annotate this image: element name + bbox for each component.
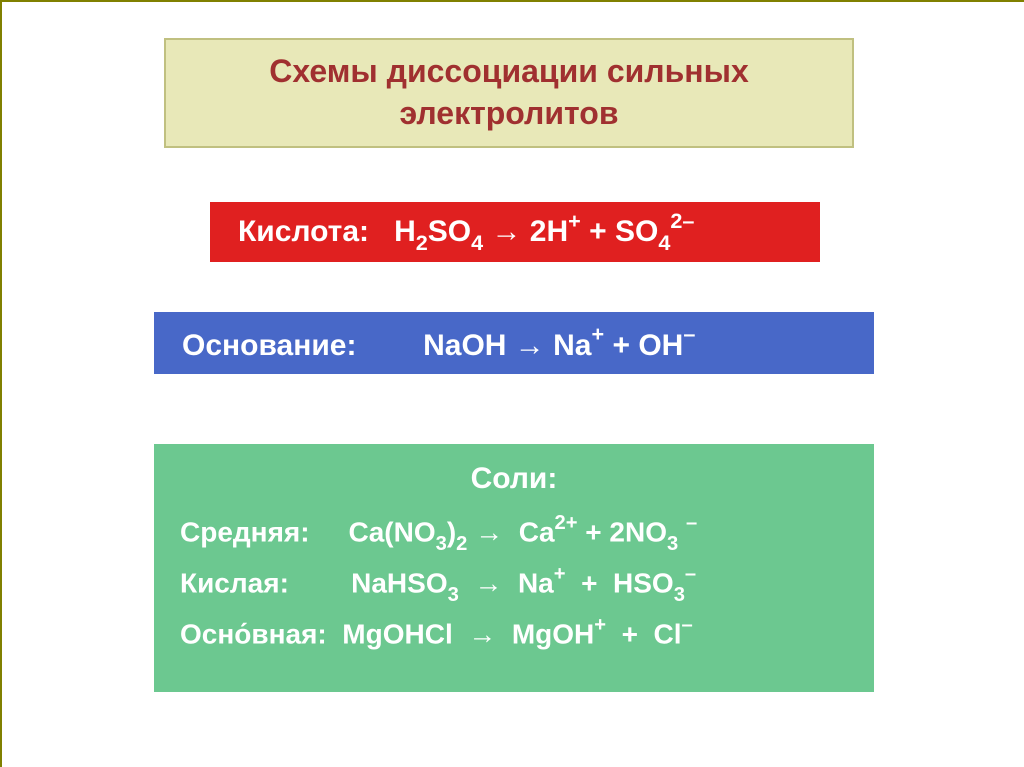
- salt-row-medium: Средняя: Ca(NO3)2 → Ca2+ + 2NO3 –: [180, 508, 848, 559]
- acid-formula: Кислота: H2SO4 → 2H+ + SO42–: [238, 210, 694, 254]
- acid-label: Кислота:: [238, 215, 369, 248]
- base-panel: Основание: NaOH → Na+ + OH–: [154, 312, 874, 374]
- salt-row-acidic: Кислая: NaHSO3 → Na+ + HSO3–: [180, 559, 848, 610]
- salt-row-basic: Осно́вная: MgOHCl → MgOH+ + Cl–: [180, 610, 848, 658]
- salt-panel: Соли: Средняя: Ca(NO3)2 → Ca2+ + 2NO3 – …: [154, 444, 874, 692]
- title-line2: электролитов: [399, 95, 618, 131]
- title-line1: Схемы диссоциации сильных: [269, 53, 748, 89]
- base-label: Основание:: [182, 329, 356, 362]
- title-panel: Схемы диссоциации сильных электролитов: [164, 38, 854, 148]
- base-formula: Основание: NaOH → Na+ + OH–: [182, 324, 695, 363]
- salt-header: Соли:: [180, 462, 848, 496]
- title-text: Схемы диссоциации сильных электролитов: [269, 51, 748, 134]
- acid-panel: Кислота: H2SO4 → 2H+ + SO42–: [210, 202, 820, 262]
